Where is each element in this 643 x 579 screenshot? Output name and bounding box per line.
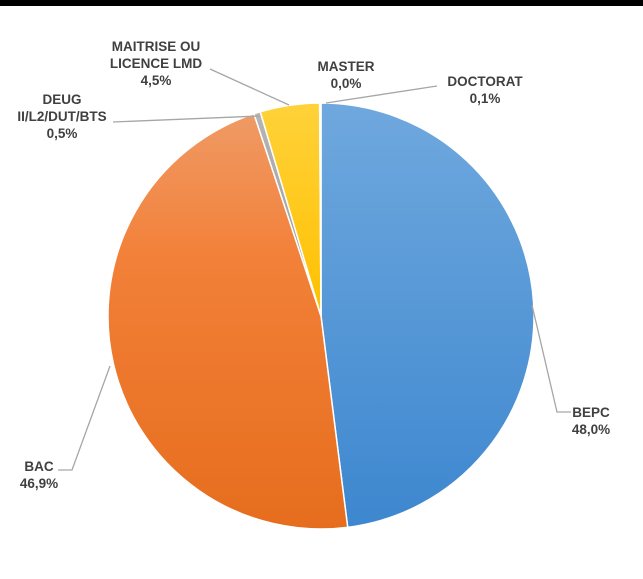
data-label-category: BEPC: [572, 405, 610, 420]
data-label-category: MAITRISE OU: [112, 39, 201, 54]
leader-line: [58, 365, 111, 471]
data-label: MASTER 0,0%: [318, 59, 375, 91]
data-label-value: 4,5%: [141, 73, 172, 88]
leader-line: [112, 115, 261, 123]
data-label: BEPC 48,0%: [572, 405, 610, 437]
data-label-category: LICENCE LMD: [110, 56, 202, 71]
data-label: DOCTORAT 0,1%: [447, 74, 523, 106]
data-label-value: 0,0%: [331, 76, 362, 91]
pie-slice-bepc: [320, 102, 535, 529]
data-label: MAITRISE OU LICENCE LMD 4,5%: [110, 39, 202, 88]
data-label-category: DEUG: [42, 92, 81, 107]
data-label-category: BAC: [24, 459, 53, 474]
leader-line: [531, 304, 571, 413]
data-label-value: 46,9%: [20, 476, 58, 491]
leader-line: [325, 85, 438, 104]
leader-line: [209, 68, 290, 106]
data-label-category: II/L2/DUT/BTS: [17, 109, 106, 124]
top-border: [0, 0, 643, 6]
data-label-value: 0,1%: [470, 91, 501, 106]
data-label-category: MASTER: [318, 59, 375, 74]
data-label: BAC 46,9%: [20, 459, 58, 491]
data-label-value: 0,5%: [47, 126, 78, 141]
data-label-category: DOCTORAT: [447, 74, 523, 89]
data-label-value: 48,0%: [572, 422, 610, 437]
pie-slice-doctorat: [318, 102, 322, 317]
data-label: DEUG II/L2/DUT/BTS 0,5%: [17, 92, 106, 141]
